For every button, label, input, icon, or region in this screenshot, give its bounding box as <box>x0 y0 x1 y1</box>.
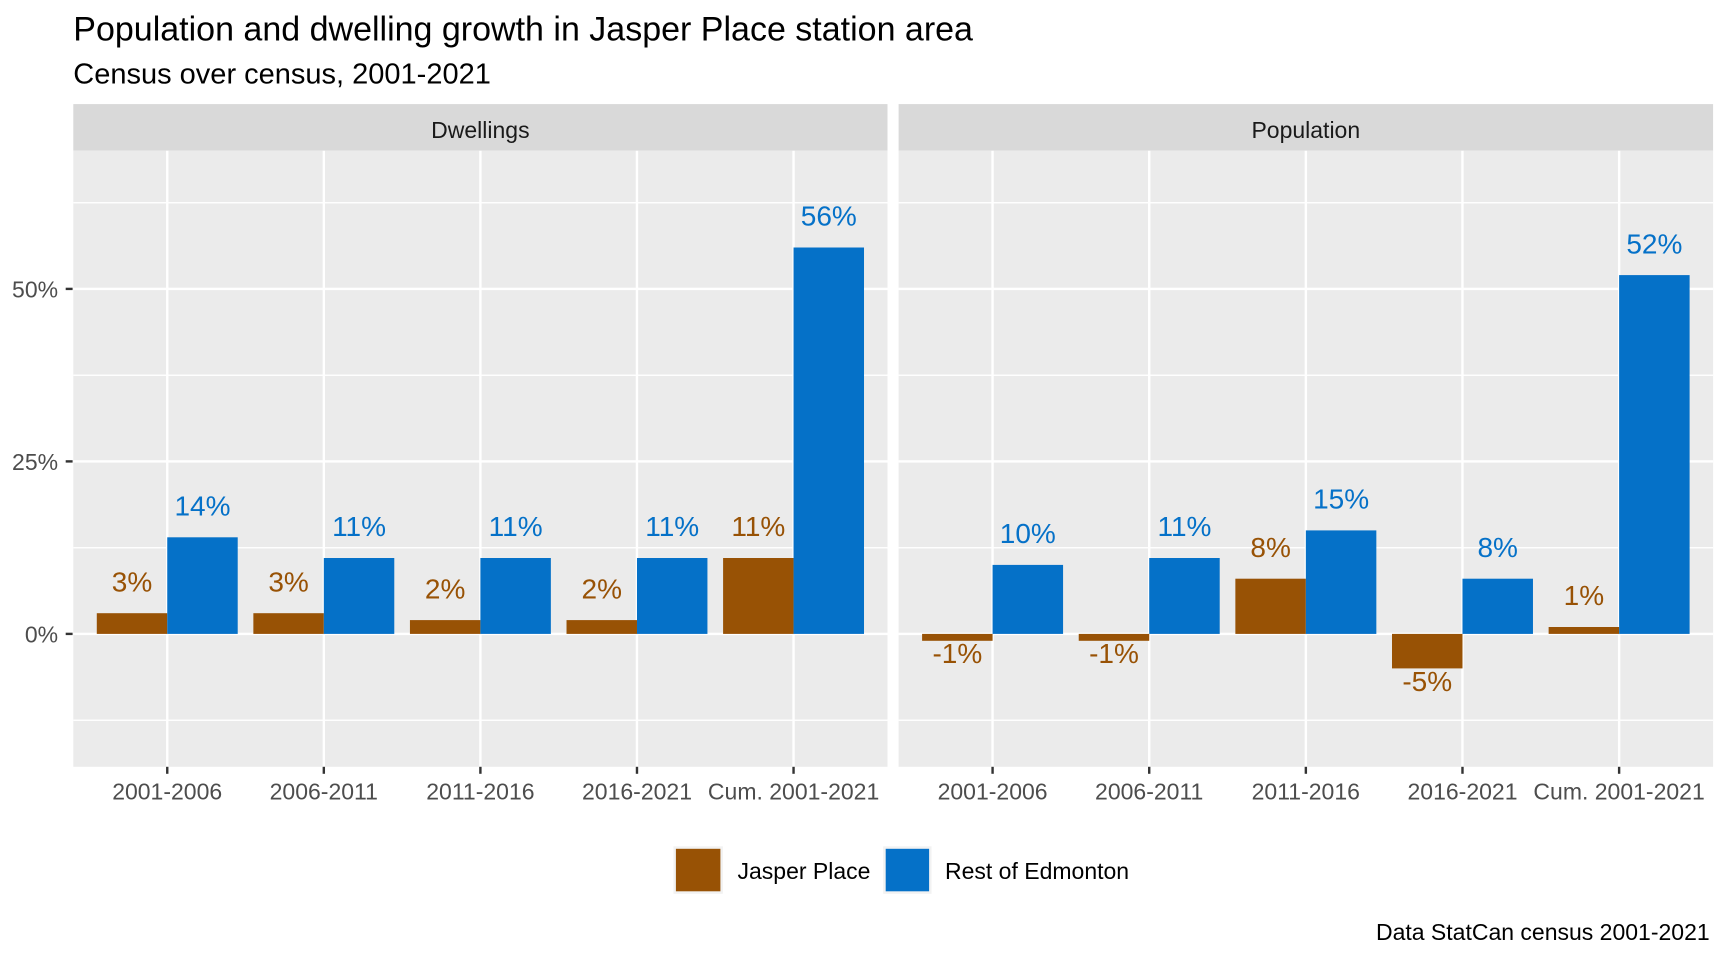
svg-text:-5%: -5% <box>1402 666 1452 697</box>
svg-text:8%: 8% <box>1250 532 1290 563</box>
svg-text:2011-2016: 2011-2016 <box>1252 778 1360 804</box>
svg-text:8%: 8% <box>1477 532 1517 563</box>
svg-text:Census over census, 2001-2021: Census over census, 2001-2021 <box>73 59 491 91</box>
svg-text:Rest of Edmonton: Rest of Edmonton <box>945 858 1129 884</box>
svg-text:11%: 11% <box>731 511 785 542</box>
svg-text:Population and dwelling growth: Population and dwelling growth in Jasper… <box>73 11 973 49</box>
svg-text:3%: 3% <box>112 566 152 597</box>
svg-text:Jasper Place: Jasper Place <box>738 858 871 884</box>
svg-text:2%: 2% <box>582 573 622 604</box>
svg-text:Dwellings: Dwellings <box>431 117 529 143</box>
svg-text:52%: 52% <box>1626 228 1682 259</box>
svg-text:14%: 14% <box>174 491 230 522</box>
svg-text:56%: 56% <box>801 201 857 232</box>
svg-text:1%: 1% <box>1564 580 1604 611</box>
svg-text:-1%: -1% <box>932 638 982 669</box>
svg-text:Cum. 2001-2021: Cum. 2001-2021 <box>708 778 879 804</box>
svg-text:2006-2011: 2006-2011 <box>270 778 378 804</box>
svg-text:-1%: -1% <box>1089 638 1139 669</box>
svg-text:11%: 11% <box>332 511 386 542</box>
svg-text:10%: 10% <box>1000 518 1056 549</box>
svg-text:25%: 25% <box>12 449 58 475</box>
svg-text:Cum. 2001-2021: Cum. 2001-2021 <box>1533 778 1704 804</box>
svg-text:2006-2011: 2006-2011 <box>1095 778 1203 804</box>
svg-text:2016-2021: 2016-2021 <box>1408 778 1518 804</box>
svg-text:50%: 50% <box>12 277 58 303</box>
svg-text:2011-2016: 2011-2016 <box>426 778 534 804</box>
svg-text:3%: 3% <box>268 566 308 597</box>
svg-text:0%: 0% <box>25 622 58 648</box>
svg-text:15%: 15% <box>1313 484 1369 515</box>
svg-text:2%: 2% <box>425 573 465 604</box>
svg-text:Data StatCan census 2001-2021: Data StatCan census 2001-2021 <box>1376 919 1710 945</box>
svg-text:11%: 11% <box>1157 511 1211 542</box>
svg-text:2001-2006: 2001-2006 <box>938 778 1048 804</box>
svg-text:11%: 11% <box>489 511 543 542</box>
svg-text:Population: Population <box>1251 117 1360 143</box>
svg-text:11%: 11% <box>645 511 699 542</box>
svg-text:2001-2006: 2001-2006 <box>112 778 222 804</box>
svg-text:2016-2021: 2016-2021 <box>582 778 692 804</box>
